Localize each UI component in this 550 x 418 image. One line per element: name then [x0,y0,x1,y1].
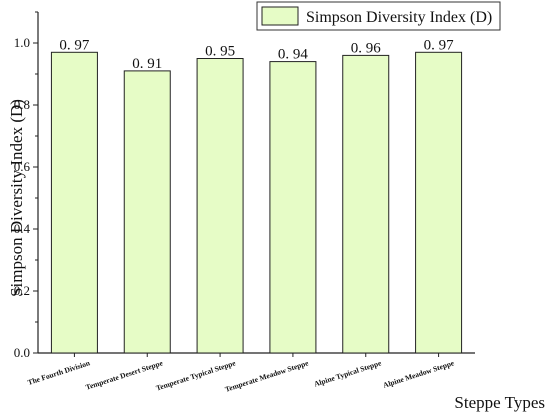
bar-value-label: 0. 97 [424,37,455,53]
plot-frame [37,12,475,354]
bar [196,58,244,354]
bar [50,51,98,354]
bar-value-label: 0. 94 [278,47,309,63]
x-category-label: Temperate Meadow Steppe [224,358,310,394]
bar-value-label: 0. 95 [205,44,235,60]
y-tick-label: 1.0 [14,35,30,50]
y-tick-label: 0.6 [14,159,31,174]
y-tick-label: 0.2 [14,283,30,298]
bar-value-label: 0. 97 [59,37,90,53]
x-category-label: Alpine Meadow Steppe [382,358,456,390]
bar-value-label: 0. 96 [351,40,382,56]
legend-label: Simpson Diversity Index (D) [306,9,492,26]
y-tick-label: 0.4 [14,221,31,236]
bar-value-label: 0. 91 [132,56,162,72]
bar [269,61,317,354]
y-tick-label: 0.0 [14,345,30,360]
x-axis-title: Steppe Types [454,393,545,412]
y-axis-title: Simpson Diversity Index (D) [7,99,26,297]
x-category-label: Alpine Typical Steppe [313,358,383,388]
bar [123,70,171,354]
bar [415,51,463,354]
bar [342,54,390,354]
y-axis: 0.0 0.2 0.4 0.6 0.8 1.0 [14,11,38,360]
y-tick-label: 0.8 [14,97,30,112]
legend-swatch [261,6,299,26]
x-category-label: The Fourth Division [26,358,91,387]
bars-group: 0. 97 0. 91 0. 95 0. 94 0. 96 0. 97 [50,37,463,354]
x-category-label: Temperate Desert Steppe [84,358,164,392]
legend: Simpson Diversity Index (D) [256,1,501,31]
